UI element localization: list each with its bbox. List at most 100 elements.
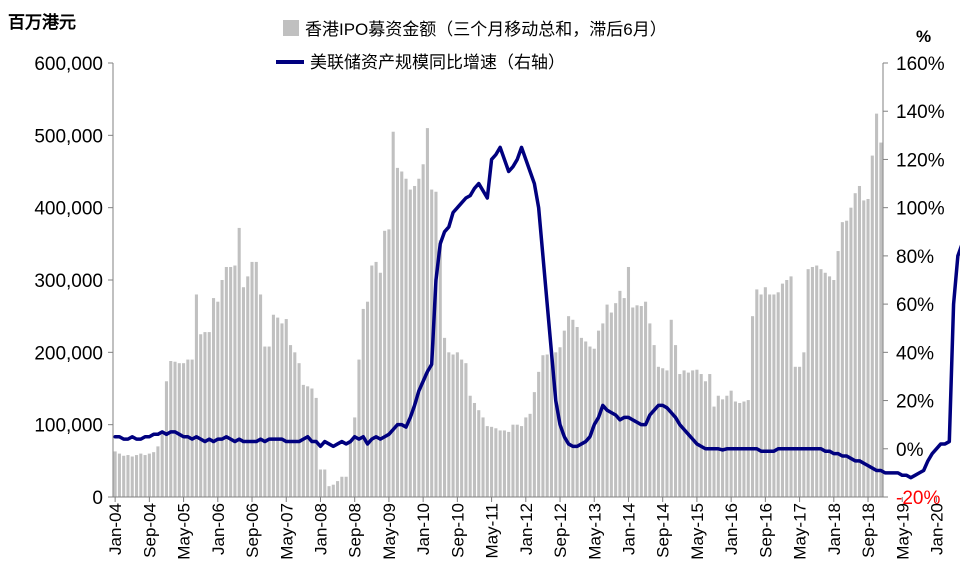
ipo-bar [143, 455, 147, 497]
ipo-bar [519, 426, 524, 497]
ipo-bar [652, 345, 656, 497]
ipo-bar [199, 334, 203, 497]
ipo-bar [494, 428, 498, 497]
ipo-bar [575, 327, 579, 497]
left-tick-label: 100,000 [34, 416, 103, 437]
ipo-bar [477, 410, 481, 497]
ipo-bar [220, 280, 224, 497]
ipo-bar [609, 312, 613, 497]
ipo-bar [224, 266, 228, 497]
right-tick-label: 100% [896, 199, 945, 220]
ipo-bar [361, 308, 365, 497]
ipo-bar [383, 230, 387, 497]
ipo-bar [271, 314, 275, 497]
ipo-bar [507, 431, 511, 497]
ipo-bar [678, 374, 682, 497]
ipo-bar [455, 352, 459, 497]
ipo-bar [691, 370, 695, 497]
ipo-bar [216, 301, 220, 497]
right-tick-label: 0% [896, 440, 924, 461]
ipo-bar [229, 266, 233, 497]
ipo-bar [485, 426, 489, 497]
ipo-bar [862, 200, 866, 497]
ipo-bar [344, 476, 348, 497]
ipo-bar [802, 352, 806, 497]
ipo-bar [173, 361, 177, 497]
legend-label-ipo: 香港IPO募资金额（三个月移动总和，滞后6月） [305, 20, 667, 39]
left-axis-ticks: 0 100,000 200,000 300,000 400,000 500,000 600,… [34, 54, 113, 509]
ipo-bar [211, 298, 216, 497]
ipo-bar [425, 128, 429, 497]
ipo-bar [365, 301, 370, 497]
ipo-bar [387, 229, 391, 497]
left-tick-label: 300,000 [34, 271, 103, 292]
x-tick-label: Jan-16 [722, 503, 741, 555]
ipo-bar [182, 363, 186, 497]
ipo-bar [815, 265, 819, 497]
ipo-bar [147, 453, 151, 497]
ipo-bar [631, 307, 635, 497]
ipo-bar [263, 346, 267, 497]
x-tick-label: Jan-18 [825, 503, 844, 555]
ipo-bar [755, 289, 759, 497]
left-tick-label: 200,000 [34, 343, 103, 364]
ipo-bar [451, 354, 455, 497]
ipo-bar [306, 386, 310, 497]
ipo-bar [413, 185, 417, 497]
ipo-bar [836, 251, 840, 497]
ipo-bar [468, 395, 472, 497]
left-tick-label: 500,000 [34, 126, 103, 147]
ipo-bar [870, 155, 874, 497]
ipo-bar [789, 276, 793, 497]
ipo-bar [656, 366, 660, 497]
ipo-bar [233, 265, 237, 497]
x-tick-label: Jan-20 [927, 503, 946, 555]
fed-growth-line-path [113, 145, 960, 480]
ipo-bar [113, 451, 117, 497]
x-tick-label: Sep-16 [756, 503, 775, 558]
right-tick-label: 140% [896, 102, 945, 123]
ipo-bar [395, 167, 400, 497]
right-tick-label: -20% [896, 488, 940, 509]
ipo-bar [798, 366, 802, 497]
legend-label-fed: 美联储资产规模同比增速（右轴） [310, 53, 565, 72]
ipo-bar [845, 220, 849, 497]
ipo-bar [284, 319, 288, 497]
ipo-bar [297, 363, 301, 497]
ipo-bar [400, 171, 404, 497]
x-tick-label: Sep-14 [654, 503, 673, 558]
ipo-bar [378, 272, 382, 497]
x-tick-label: Jan-04 [106, 503, 125, 555]
ipo-bar [515, 424, 519, 497]
x-tick-label: Sep-10 [448, 503, 467, 558]
ipo-bar [614, 303, 618, 497]
ipo-bar [447, 352, 451, 497]
ipo-bar [340, 476, 344, 497]
left-tick-label: 600,000 [34, 54, 103, 75]
ipo-bar [190, 359, 194, 497]
ipo-bar [716, 395, 720, 497]
ipo-bar [254, 261, 258, 497]
ipo-bar [472, 402, 477, 497]
ipo-bar [327, 486, 331, 497]
ipo-bar [460, 359, 464, 497]
right-tick-label: 80% [896, 247, 934, 268]
x-tick-label: Jan-14 [619, 503, 638, 555]
x-tick-label: May-13 [585, 503, 604, 560]
ipo-bar [763, 287, 767, 497]
right-tick-label: 20% [896, 392, 934, 413]
ipo-bar [186, 359, 190, 497]
ipo-bar [562, 330, 566, 497]
ipo-bar [498, 430, 502, 497]
x-tick-label: May-11 [483, 503, 502, 558]
ipo-bar [712, 406, 716, 497]
ipo-bar [875, 113, 879, 497]
ipo-bar [511, 424, 515, 497]
ipo-bar [780, 283, 785, 497]
ipo-bar [759, 294, 763, 497]
ipo-bar [438, 240, 442, 497]
right-axis-ticks: -20% 0% 20% 40% 60% 80% 100% 120% 140% 160% [883, 54, 945, 509]
ipo-bar [793, 366, 797, 497]
ipo-bar [549, 350, 554, 497]
